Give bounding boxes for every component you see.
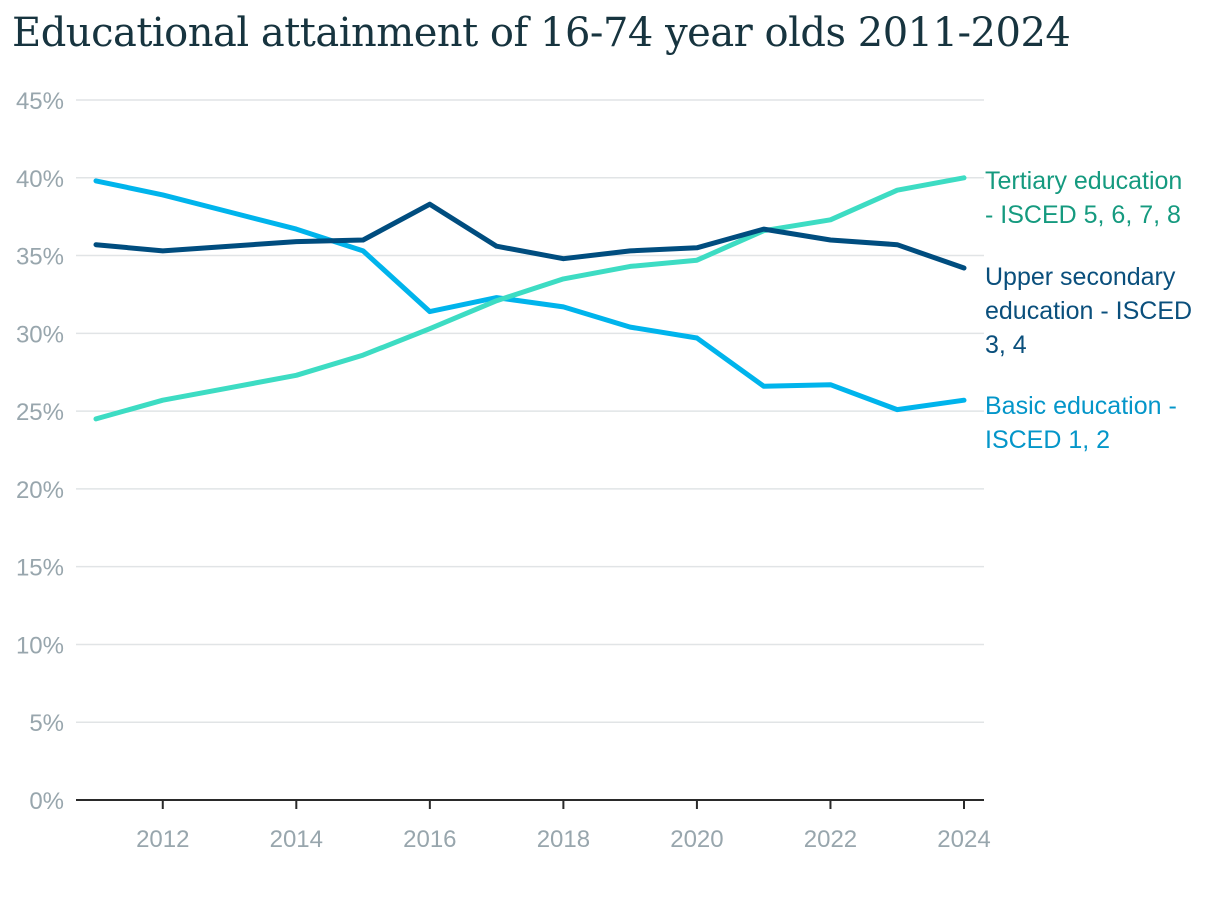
- x-tick-label: 2020: [670, 826, 723, 853]
- grid-lines: [76, 99, 984, 723]
- y-tick-label: 25%: [16, 399, 64, 426]
- series-line: [93, 201, 967, 271]
- x-tick-label: 2014: [270, 826, 323, 853]
- series-label: Upper secondary education - ISCED 3, 4: [985, 263, 1192, 359]
- y-tick-label: 0%: [29, 788, 64, 815]
- x-axis: 2012 2014 2016 2018 2020 2022 2024: [76, 799, 991, 853]
- y-tick-label: 45%: [16, 88, 64, 115]
- x-tick-label: 2022: [804, 826, 857, 853]
- chart-title: Educational attainment of 16-74 year old…: [12, 10, 1071, 56]
- series-label: Basic education -ISCED 1, 2: [985, 392, 1177, 454]
- x-tick-label: 2012: [136, 826, 189, 853]
- x-tick-label: 2016: [403, 826, 456, 853]
- y-tick-label: 40%: [16, 166, 64, 193]
- series-line: [93, 178, 967, 413]
- y-axis-tick-labels: 0% 5% 10% 15% 20% 25% 30% 35% 40% 45%: [16, 88, 64, 815]
- series-labels: Tertiary education - ISCED 5, 6, 7, 8 Uppe…: [985, 167, 1192, 454]
- y-tick-label: 35%: [16, 244, 64, 271]
- y-tick-label: 10%: [16, 632, 64, 659]
- y-tick-label: 20%: [16, 477, 64, 504]
- x-tick-label: 2018: [537, 826, 590, 853]
- y-tick-label: 15%: [16, 555, 64, 582]
- series-lines: [93, 175, 967, 422]
- y-tick-label: 5%: [29, 710, 64, 737]
- x-tick-label: 2024: [937, 826, 990, 853]
- series-line: [93, 175, 967, 422]
- series-label: Tertiary education - ISCED 5, 6, 7, 8: [985, 167, 1182, 229]
- y-tick-label: 30%: [16, 321, 64, 348]
